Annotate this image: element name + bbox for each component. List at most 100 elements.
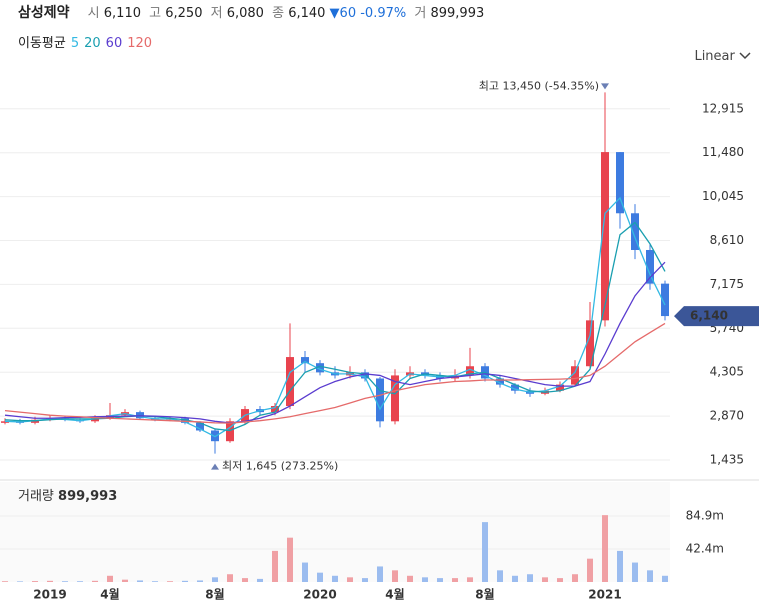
volume-title: 거래량 899,993 [18, 489, 117, 504]
volume-bar [137, 580, 143, 582]
candle-body [496, 378, 504, 385]
volume-bar [587, 558, 593, 582]
volume-bar [257, 578, 263, 582]
y-tick-label: 84.9m [686, 508, 724, 522]
candle-body [106, 415, 114, 419]
y-tick-label: 8,610 [710, 233, 744, 247]
candle-body [181, 418, 189, 423]
volume-bar [542, 577, 548, 582]
candle-body [601, 152, 609, 321]
volume-bar [47, 580, 53, 582]
candle-body [226, 421, 234, 442]
candle-body [511, 384, 519, 391]
ma-line [4, 196, 666, 438]
candle-body [241, 409, 249, 422]
candle-body [121, 412, 129, 416]
candle-body [256, 409, 264, 413]
volume-bar [302, 562, 308, 582]
high-label: 고 [149, 6, 162, 21]
volume-bar [167, 581, 173, 582]
candle-body [541, 390, 549, 394]
low-label: 저 [210, 6, 223, 21]
volume-bar [107, 575, 113, 582]
scale-dropdown[interactable]: Linear [694, 49, 751, 64]
candle-body [286, 357, 294, 407]
candle-body [31, 419, 39, 423]
y-tick-label: 42.4m [686, 542, 724, 556]
min-marker [211, 463, 219, 470]
y-tick-label: 12,915 [702, 101, 744, 115]
candle-body [451, 375, 459, 379]
stock-name: 삼성제약 [18, 5, 70, 21]
volume-bar [662, 575, 668, 582]
x-tick-label: 2019 [33, 588, 66, 602]
volume-bar [362, 578, 368, 582]
close-label: 종 [272, 6, 285, 21]
candle-body [16, 421, 24, 423]
x-tick-label: 8월 [205, 587, 224, 602]
candle-body [421, 372, 429, 376]
candle-body [361, 372, 369, 379]
candle-body [556, 384, 564, 391]
legend-entry: 5 [70, 36, 80, 51]
x-tick-label: 2021 [588, 588, 621, 602]
volume-bar [572, 574, 578, 582]
volume-bar [122, 579, 128, 582]
volume-bar [227, 574, 233, 582]
candle-body [346, 372, 354, 376]
scale-mode[interactable]: Linear [694, 49, 735, 64]
volume-bar [272, 550, 278, 582]
open-label: 시 [87, 6, 100, 21]
volume-bar [377, 566, 383, 582]
candle-body [481, 366, 489, 379]
candle-body [631, 213, 639, 250]
volume-bar [197, 580, 203, 582]
volume-bar [407, 575, 413, 582]
volume-bar [152, 581, 158, 582]
x-tick-label: 2020 [303, 588, 336, 602]
price-tag [674, 306, 759, 327]
volume-bar [482, 522, 488, 582]
ma-line [4, 221, 666, 432]
volume: 899,993 [430, 6, 485, 21]
volume-bar [317, 572, 323, 582]
y-tick-label: 11,480 [702, 145, 744, 159]
candle-body [526, 390, 534, 394]
volume-bar [647, 570, 653, 582]
y-tick-label: 2,870 [710, 409, 744, 423]
candle-body [376, 378, 384, 422]
volume-bar [212, 577, 218, 582]
volume-bar [422, 577, 428, 582]
legend-entry: 60 [105, 36, 123, 51]
volume-bar [602, 515, 608, 582]
volume-bar [557, 578, 563, 582]
candle-body [1, 421, 9, 423]
volume-label: 거 [414, 6, 427, 21]
candle-body [466, 366, 474, 376]
volume-bar [632, 562, 638, 582]
volume-bar [287, 537, 293, 582]
change: ▼60 -0.97% [329, 6, 407, 21]
volume-bar [497, 570, 503, 582]
candle-body [436, 375, 444, 379]
close: 6,140 [288, 6, 326, 21]
volume-bar [437, 578, 443, 582]
volume-bar [182, 580, 188, 582]
volume-title-text: 거래량 [18, 489, 54, 504]
volume-bar [467, 577, 473, 582]
volume-bar [617, 550, 623, 582]
candle-body [331, 372, 339, 376]
header: 삼성제약 시 6,110 고 6,250 저 6,080 종 6,140 ▼60… [18, 2, 484, 22]
candle-body [571, 366, 579, 385]
volume-bar [92, 580, 98, 582]
candle-body [196, 422, 204, 431]
candle-body [151, 418, 159, 420]
low: 6,080 [226, 6, 264, 21]
candle-body [391, 375, 399, 422]
candle-body [211, 430, 219, 442]
volume-bar [347, 577, 353, 582]
ma-legend: 이동평균 5 20 60 120 [18, 32, 152, 51]
volume-bar [332, 575, 338, 582]
